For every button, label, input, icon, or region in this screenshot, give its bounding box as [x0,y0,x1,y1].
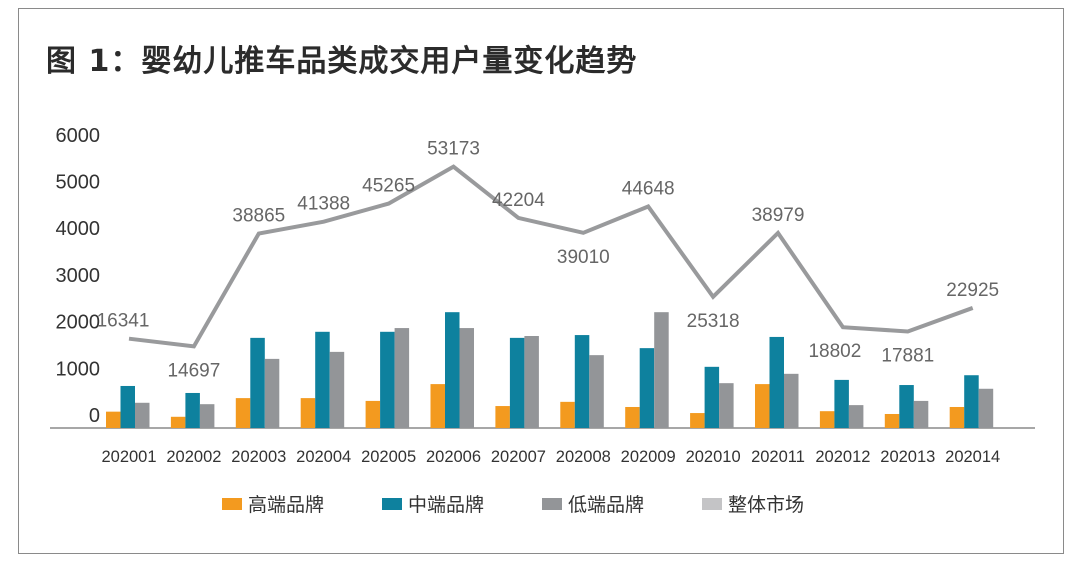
x-tick-label: 202006 [426,448,481,466]
y-tick-label: 5000 [56,172,101,194]
data-label: 17881 [881,345,934,366]
data-label: 41388 [297,194,350,215]
x-tick-label: 202005 [361,448,416,466]
x-tick-label: 202008 [556,448,611,466]
bar-low-end [589,355,604,428]
legend-item-mid-end: 中端品牌 [382,490,484,517]
x-tick-label: 202009 [621,448,676,466]
data-label: 42204 [492,190,545,211]
bar-high-end [106,411,121,428]
data-label: 45265 [362,176,415,197]
bar-mid-end [380,331,395,428]
x-tick-label: 202011 [751,448,805,466]
bar-mid-end [315,331,330,428]
legend-item-high-end: 高端品牌 [222,490,324,517]
data-label: 53173 [427,139,480,160]
bar-low-end [394,328,410,428]
data-label: 18802 [808,341,861,362]
y-tick-label: 4000 [56,218,101,240]
bar-high-end [625,406,640,428]
y-tick-label: 3000 [56,265,101,287]
bar-mid-end [704,366,720,428]
x-tick-label: 202013 [880,448,935,466]
x-tick-label: 202010 [686,448,741,466]
data-label: 39010 [557,247,610,268]
bar-high-end [755,384,770,428]
bar-high-end [170,416,186,428]
legend-item-overall-market: 整体市场 [702,490,804,517]
legend-swatch [542,497,563,510]
y-tick-label: 6000 [56,125,101,147]
bar-high-end [365,400,381,428]
x-tick-label: 202007 [491,448,546,466]
bar-high-end [235,398,251,428]
bar-low-end [654,312,669,428]
legend: 高端品牌 中端品牌 低端品牌 整体市场 [222,490,862,517]
bar-low-end [329,351,345,428]
x-tick-label: 202012 [815,448,870,466]
x-tick-label: 202014 [945,448,1000,466]
bar-high-end [300,398,316,428]
data-label: 44648 [622,178,675,199]
bar-mid-end [509,337,525,428]
bar-mid-end [250,337,265,428]
bar-high-end [884,413,900,428]
bar-high-end [560,401,575,428]
bar-high-end [690,413,705,428]
y-tick-label: 2000 [56,312,101,334]
bar-low-end [784,373,799,428]
x-tick-label: 202001 [101,448,156,466]
bar-low-end [524,336,539,428]
legend-swatch [222,497,242,510]
legend-item-low-end: 低端品牌 [542,490,644,517]
data-label: 38865 [232,206,285,227]
bar-high-end [819,411,835,428]
legend-swatch [382,497,403,510]
bar-mid-end [185,392,200,428]
bar-low-end [719,383,734,428]
bar-mid-end [834,379,849,428]
bar-low-end [978,388,994,428]
bar-low-end [848,405,864,428]
x-tick-label: 202004 [296,448,351,466]
data-label: 16341 [97,311,150,332]
bar-low-end [199,404,215,428]
data-label: 25318 [687,311,740,332]
legend-swatch [702,497,723,510]
chart-title: 图 1：婴幼儿推车品类成交用户量变化趋势 [46,44,638,79]
bar-mid-end [899,385,914,428]
legend-label: 整体市场 [728,494,805,516]
bar-low-end [135,402,150,428]
bar-mid-end [964,375,979,428]
legend-label: 高端品牌 [248,494,325,516]
bar-mid-end [639,348,655,428]
bar-low-end [913,400,929,428]
bar-mid-end [120,385,135,428]
bar-mid-end [574,335,590,428]
bar-high-end [495,406,510,428]
legend-label: 中端品牌 [408,494,485,516]
data-label: 38979 [752,205,805,226]
bar-mid-end [769,336,784,428]
figure-frame [18,8,1064,554]
bar-high-end [949,406,965,428]
bar-mid-end [445,312,460,428]
y-tick-label: 0 [89,405,100,427]
legend-label: 低端品牌 [568,494,645,516]
bar-low-end [264,358,280,428]
data-label: 14697 [167,360,220,381]
x-tick-label: 202003 [231,448,286,466]
y-tick-label: 1000 [56,358,101,380]
line-overall-market [128,164,974,349]
data-label: 22925 [946,280,999,301]
x-tick-label: 202002 [166,448,221,466]
bar-low-end [459,328,474,428]
bar-high-end [430,384,445,428]
